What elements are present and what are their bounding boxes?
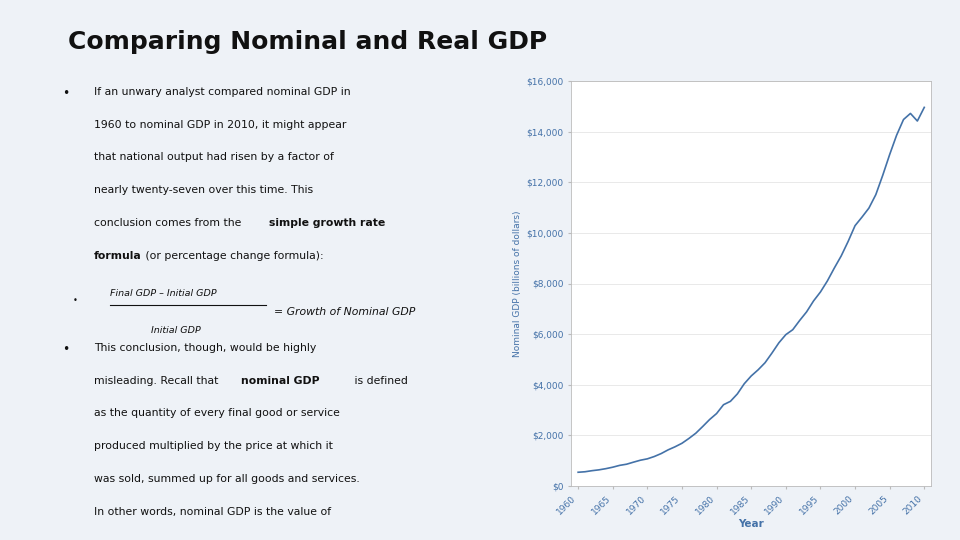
Text: This conclusion, though, would be highly: This conclusion, though, would be highly [94,343,317,353]
Text: 1960 to nominal GDP in 2010, it might appear: 1960 to nominal GDP in 2010, it might ap… [94,119,347,130]
Text: •: • [61,86,69,100]
Text: formula: formula [94,251,142,261]
Text: nominal GDP: nominal GDP [241,376,320,386]
Text: •: • [61,343,69,356]
Text: In other words, nominal GDP is the value of: In other words, nominal GDP is the value… [94,507,331,517]
Text: as the quantity of every final good or service: as the quantity of every final good or s… [94,408,340,418]
Text: is defined: is defined [351,376,408,386]
Text: Final GDP – Initial GDP: Final GDP – Initial GDP [110,289,217,298]
Text: that national output had risen by a factor of: that national output had risen by a fact… [94,152,334,163]
Text: misleading. Recall that: misleading. Recall that [94,376,222,386]
Text: (or percentage change formula):: (or percentage change formula): [142,251,324,261]
Text: = Growth of Nominal GDP: = Growth of Nominal GDP [275,307,416,318]
Text: Initial GDP: Initial GDP [151,326,201,335]
Text: If an unwary analyst compared nominal GDP in: If an unwary analyst compared nominal GD… [94,86,350,97]
Text: •: • [73,296,78,305]
Text: simple growth rate: simple growth rate [269,218,385,228]
Y-axis label: Nominal GDP (billions of dollars): Nominal GDP (billions of dollars) [514,210,522,357]
Text: conclusion comes from the: conclusion comes from the [94,218,245,228]
Text: nearly twenty-seven over this time. This: nearly twenty-seven over this time. This [94,185,313,195]
Text: was sold, summed up for all goods and services.: was sold, summed up for all goods and se… [94,474,360,484]
Text: produced multiplied by the price at which it: produced multiplied by the price at whic… [94,441,333,451]
X-axis label: Year: Year [738,519,764,529]
Text: Comparing Nominal and Real GDP: Comparing Nominal and Real GDP [68,30,547,54]
